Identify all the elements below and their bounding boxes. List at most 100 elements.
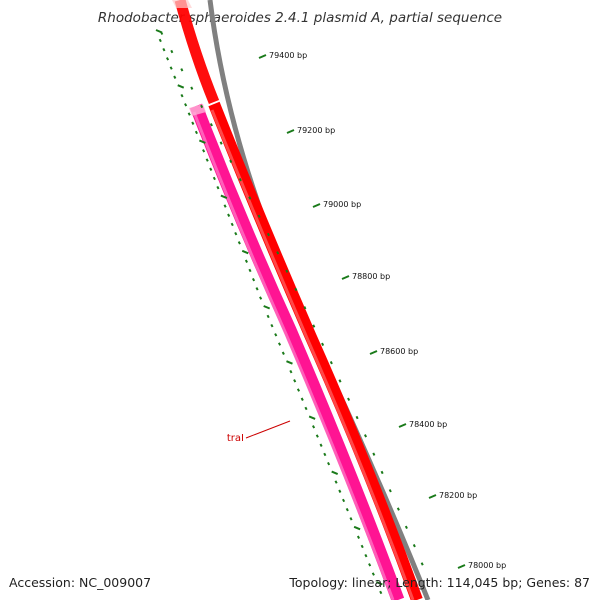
scale-major-tick <box>457 564 466 569</box>
scale-minor-tick <box>303 306 307 310</box>
scale-major-tick <box>341 275 350 280</box>
inner-minor-tick <box>209 167 213 171</box>
scale-minor-tick <box>396 507 400 511</box>
scale-minor-tick <box>347 397 351 401</box>
inner-minor-tick <box>248 268 252 273</box>
scale-major-tick <box>369 350 378 355</box>
gene-trai-highlight <box>192 111 395 600</box>
inner-minor-tick <box>230 222 234 227</box>
inner-minor-tick <box>315 434 319 438</box>
scale-major-tick <box>398 423 407 428</box>
scale-minor-tick <box>355 415 359 420</box>
gene-forward-main-highlight <box>210 109 415 600</box>
scale-minor-tick <box>180 68 184 72</box>
inner-major-tick <box>263 305 271 310</box>
inner-minor-tick <box>255 287 259 291</box>
inner-minor-tick <box>266 314 270 319</box>
scale-minor-tick <box>248 196 252 200</box>
inner-minor-tick <box>360 544 364 549</box>
scale-minor-tick <box>160 31 164 35</box>
accession-label: Accession: NC_009007 <box>9 575 152 590</box>
map-title: Rhodobacter sphaeroides 2.4.1 plasmid A,… <box>97 10 503 26</box>
gene-forward-upper[interactable] <box>174 0 220 105</box>
gene-trai[interactable] <box>189 103 405 600</box>
inner-major-tick <box>353 525 361 531</box>
scale-major-tick <box>258 54 267 59</box>
gene-forward-upper-fade <box>172 0 192 8</box>
inner-minor-tick <box>277 342 282 346</box>
inner-minor-tick <box>356 535 361 539</box>
inner-minor-tick <box>205 158 209 162</box>
scale-minor-tick <box>285 269 289 273</box>
scale-minor-tick <box>229 159 233 164</box>
scale-major-tick <box>312 203 321 208</box>
scale-minor-tick <box>404 525 408 530</box>
scale-minor-tick <box>209 123 213 127</box>
scale-minor-tick <box>190 86 194 90</box>
inner-minor-tick <box>304 406 308 411</box>
scale-minor-tick <box>200 104 204 109</box>
scale-minor-tick <box>294 287 298 292</box>
inner-minor-tick <box>338 489 342 493</box>
scale-major-tick <box>428 494 437 499</box>
inner-minor-tick <box>212 176 216 181</box>
scale-minor-tick <box>388 489 392 493</box>
scale-minor-tick <box>321 342 325 347</box>
inner-minor-tick <box>371 572 375 576</box>
scale-minor-tick <box>219 141 223 145</box>
inner-minor-tick <box>300 397 304 401</box>
inner-major-tick <box>220 194 228 200</box>
scale-minor-tick <box>420 562 424 566</box>
inner-minor-tick <box>202 149 206 153</box>
inner-minor-tick <box>368 563 372 567</box>
inner-minor-tick <box>259 296 263 300</box>
inner-major-tick <box>376 581 383 586</box>
scale-tick-label: 79400 bp <box>269 51 307 60</box>
scale-tick-label: 78400 bp <box>409 420 447 429</box>
inner-minor-tick <box>327 461 331 466</box>
scale-minor-tick <box>312 324 316 328</box>
inner-major-tick <box>198 139 206 144</box>
inner-minor-tick <box>169 66 173 70</box>
map-info-label: Topology: linear; Length: 114,045 bp; Ge… <box>289 575 590 590</box>
backbone-arc <box>207 0 431 600</box>
inner-minor-tick <box>364 553 368 558</box>
inner-minor-tick <box>342 498 346 503</box>
gene-label-trai[interactable]: traI <box>227 433 244 444</box>
scale-tick-label: 78800 bp <box>352 272 390 281</box>
inner-minor-tick <box>334 480 338 484</box>
scale-minor-tick <box>364 434 368 438</box>
scale-minor-tick <box>238 177 242 182</box>
scale-minor-tick <box>329 360 333 365</box>
inner-minor-tick <box>165 57 170 61</box>
inner-minor-tick <box>173 75 177 79</box>
inner-minor-tick <box>323 452 327 457</box>
inner-minor-tick <box>289 369 293 374</box>
inner-minor-tick <box>158 38 162 43</box>
scale-minor-tick <box>372 452 376 456</box>
scale-minor-tick <box>276 251 280 255</box>
gene-label-leader <box>245 420 291 439</box>
inner-major-tick <box>177 84 185 89</box>
scale-minor-tick <box>266 232 270 237</box>
inner-minor-tick <box>251 277 256 282</box>
gene-forward-main[interactable] <box>208 101 423 600</box>
inner-minor-tick <box>237 241 241 245</box>
inner-minor-tick <box>234 231 238 236</box>
scale-minor-tick <box>412 543 416 548</box>
inner-minor-tick <box>184 103 188 107</box>
inner-tick-track <box>155 29 383 595</box>
scale-tick-track: 79400 bp 79200 bp 79000 bp 78800 bp 78600 bp… <box>160 31 506 570</box>
inner-minor-tick <box>187 112 191 116</box>
scale-major-tick <box>286 129 295 134</box>
inner-minor-tick <box>270 323 274 328</box>
inner-major-tick <box>331 470 339 476</box>
inner-minor-tick <box>293 379 297 383</box>
inner-minor-tick <box>162 47 166 52</box>
inner-minor-tick <box>296 388 301 392</box>
inner-minor-tick <box>244 259 248 263</box>
inner-minor-tick <box>180 93 184 98</box>
inner-major-tick <box>241 249 249 255</box>
